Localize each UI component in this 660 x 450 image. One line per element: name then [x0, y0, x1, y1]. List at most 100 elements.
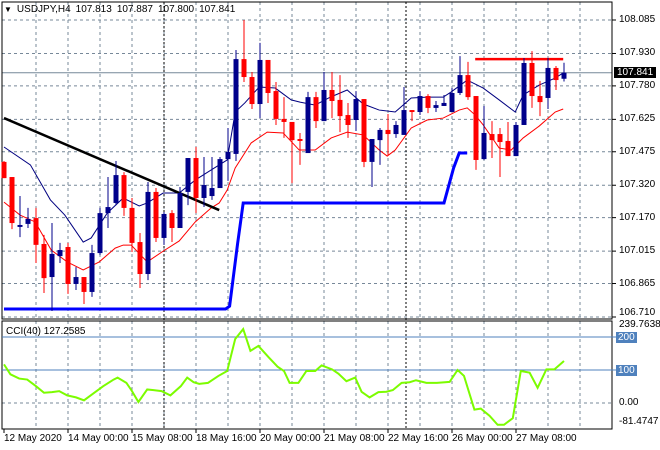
candle-body	[553, 67, 559, 81]
candle	[457, 56, 463, 95]
ohlc-close: 107.841	[199, 4, 236, 15]
candle-body	[81, 277, 87, 292]
price-tick-label: 106.710	[619, 307, 656, 318]
candle	[97, 207, 103, 256]
candle	[161, 212, 167, 245]
candle-body	[177, 193, 183, 229]
candle	[497, 128, 503, 178]
candle	[561, 62, 567, 82]
cci-min-label: -81.4747	[619, 416, 659, 427]
candle-body	[561, 72, 567, 79]
candle	[49, 223, 55, 311]
candle-body	[193, 158, 199, 198]
current-price-label: 107.841	[614, 66, 657, 78]
candle-body	[105, 207, 111, 214]
candle-body	[217, 159, 223, 189]
candle-body	[417, 96, 423, 113]
ohlc-open: 107.813	[75, 4, 112, 15]
candle-body	[433, 105, 439, 108]
candle	[281, 97, 287, 138]
candle	[225, 128, 231, 181]
main-panel-border	[1, 1, 613, 320]
candle	[521, 58, 527, 125]
candle-body	[33, 218, 39, 245]
candle	[337, 75, 343, 133]
candle-body	[121, 175, 127, 208]
candle-body	[361, 99, 367, 162]
time-label: 21 May 08:00	[324, 433, 385, 444]
candle-body	[489, 134, 495, 141]
candle-body	[145, 191, 151, 275]
candle	[177, 186, 183, 229]
symbol-label: USDJPY,H4	[16, 4, 71, 15]
candle	[57, 242, 63, 263]
candle	[481, 105, 487, 160]
time-label: 22 May 16:00	[388, 433, 449, 444]
candle	[33, 207, 39, 263]
candle-body	[225, 151, 231, 160]
candle	[465, 61, 471, 100]
candle	[273, 81, 279, 125]
price-tick-label: 107.320	[619, 179, 656, 191]
candle-body	[425, 96, 431, 108]
candle	[393, 121, 399, 138]
candle-body	[545, 67, 551, 98]
candle-body	[449, 93, 455, 113]
candle-body	[257, 59, 263, 105]
candle	[321, 72, 327, 122]
candle	[265, 59, 271, 103]
candle	[41, 234, 47, 294]
candle	[1, 161, 7, 179]
candle-body	[25, 218, 31, 224]
candle	[545, 58, 551, 109]
candle-body	[313, 97, 319, 122]
overlays	[3, 57, 564, 311]
cci-zero-label: 0.00	[619, 397, 639, 408]
candle	[369, 139, 375, 187]
candle	[185, 158, 191, 206]
candle	[241, 20, 247, 82]
candle	[401, 86, 407, 135]
candle-body	[49, 253, 55, 278]
candle-body	[65, 247, 71, 284]
candle-body	[393, 124, 399, 135]
candle-body	[329, 89, 335, 101]
cci-panel-border	[1, 320, 613, 430]
candle-body	[57, 250, 63, 257]
ohlc-low: 107.800	[157, 4, 195, 15]
candle	[425, 94, 431, 114]
time-label: 26 May 00:00	[452, 433, 513, 444]
price-tick-label: 106.865	[619, 277, 656, 289]
candle	[25, 207, 31, 229]
candle-body	[345, 115, 351, 125]
fast-moving-average	[3, 72, 564, 243]
price-tick-label: 107.780	[619, 79, 656, 91]
candle-body	[473, 96, 479, 160]
candle-body	[353, 99, 359, 121]
candle	[305, 91, 311, 154]
candle-body	[513, 124, 519, 157]
candle-body	[481, 132, 487, 160]
time-label: 27 May 08:00	[516, 433, 577, 444]
candle	[417, 91, 423, 116]
candle-body	[377, 129, 383, 141]
candle-body	[169, 213, 175, 229]
time-label: 15 May 08:00	[132, 433, 193, 444]
candle-body	[137, 242, 143, 275]
collapse-triangle-icon[interactable]: ▼	[4, 5, 12, 14]
candle-body	[281, 118, 287, 122]
candle	[145, 182, 151, 281]
candle-body	[265, 59, 271, 94]
candle-body	[185, 158, 191, 192]
candle	[81, 277, 87, 305]
candle-body	[1, 161, 7, 179]
candle-body	[89, 253, 95, 292]
candle-body	[497, 134, 503, 143]
grid	[2, 2, 616, 429]
price-tick-label: 107.475	[619, 145, 656, 157]
candle-body	[297, 139, 303, 141]
trendline	[3, 116, 220, 212]
time-label: 18 May 16:00	[196, 433, 257, 444]
candle	[233, 50, 239, 162]
